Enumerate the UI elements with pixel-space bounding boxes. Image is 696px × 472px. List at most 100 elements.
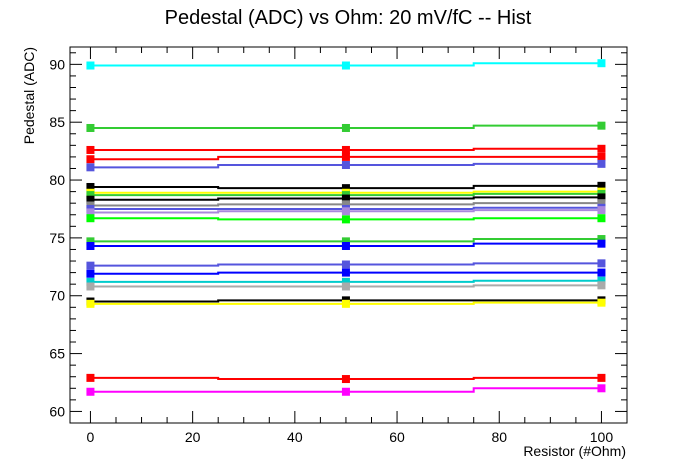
data-point xyxy=(341,299,350,308)
y-tick-label: 65 xyxy=(49,346,65,362)
data-point xyxy=(597,193,606,202)
data-point xyxy=(86,237,95,246)
data-point xyxy=(86,261,95,270)
y-tick-label: 70 xyxy=(49,288,65,304)
series-23 xyxy=(86,384,606,396)
series-line xyxy=(90,62,602,67)
series-1 xyxy=(86,59,606,70)
x-tick-label: 40 xyxy=(287,429,303,445)
x-tick-label: 60 xyxy=(389,429,405,445)
series-17 xyxy=(86,268,606,278)
data-point xyxy=(597,206,606,215)
data-point xyxy=(597,199,606,208)
series-5 xyxy=(86,159,606,172)
data-point xyxy=(86,182,95,191)
series-line xyxy=(90,301,602,305)
data-point xyxy=(597,384,606,393)
series-14 xyxy=(86,235,606,246)
data-point xyxy=(597,276,606,285)
data-point xyxy=(86,191,95,200)
series-line xyxy=(90,238,602,243)
data-point xyxy=(597,281,606,290)
data-point xyxy=(341,152,350,161)
data-point xyxy=(341,123,350,132)
chart-title: Pedestal (ADC) vs Ohm: 20 mV/fC -- Hist xyxy=(165,7,532,29)
series-line xyxy=(90,299,602,303)
series-12 xyxy=(86,206,606,217)
series-line xyxy=(90,206,602,210)
data-point xyxy=(597,298,606,307)
data-point xyxy=(86,373,95,382)
series-22 xyxy=(86,373,606,384)
data-point xyxy=(597,121,606,130)
y-tick-label: 60 xyxy=(49,403,65,419)
data-point xyxy=(597,181,606,190)
data-point xyxy=(86,277,95,286)
y-tick-label: 85 xyxy=(49,114,65,130)
data-point xyxy=(341,387,350,396)
series-line xyxy=(90,284,602,288)
series-18 xyxy=(86,276,606,286)
data-point xyxy=(341,184,350,193)
data-point xyxy=(341,237,350,246)
data-point xyxy=(341,282,350,291)
data-point xyxy=(597,259,606,268)
data-point xyxy=(597,59,606,68)
data-point xyxy=(597,268,606,277)
series-line xyxy=(90,387,602,393)
x-tick-label: 80 xyxy=(491,429,507,445)
series-line xyxy=(90,271,602,275)
data-point xyxy=(341,241,350,250)
data-point xyxy=(86,208,95,217)
series-15 xyxy=(86,239,606,250)
data-point xyxy=(86,241,95,250)
x-tick-label: 100 xyxy=(590,429,614,445)
series-4 xyxy=(86,152,606,164)
data-point xyxy=(86,214,95,223)
series-16 xyxy=(86,259,606,270)
series-2 xyxy=(86,121,606,132)
series-19 xyxy=(86,281,606,291)
plot-frame xyxy=(69,46,628,424)
series-21 xyxy=(86,298,606,308)
data-point xyxy=(86,145,95,154)
x-tick-label: 0 xyxy=(87,429,95,445)
series-6 xyxy=(86,181,606,193)
data-point xyxy=(341,277,350,286)
data-point xyxy=(86,195,95,204)
series-line xyxy=(90,155,602,161)
data-point xyxy=(341,145,350,154)
y-tick-label: 75 xyxy=(49,230,65,246)
data-point xyxy=(597,235,606,244)
data-point xyxy=(341,194,350,203)
x-axis-label: Resistor (#Ohm) xyxy=(523,443,626,459)
data-point xyxy=(341,161,350,170)
y-axis-label: Pedestal (ADC) xyxy=(21,47,37,144)
data-point xyxy=(86,123,95,132)
series-line xyxy=(90,192,602,197)
series-9 xyxy=(86,193,606,204)
series-line xyxy=(90,190,602,194)
data-point xyxy=(86,282,95,291)
data-point xyxy=(341,215,350,224)
y-axis: 60 65 70 75 80 85 90 xyxy=(49,52,627,424)
data-point xyxy=(597,152,606,161)
data-point xyxy=(86,299,95,308)
series-line xyxy=(90,279,602,283)
data-point xyxy=(597,373,606,382)
data-point xyxy=(597,159,606,168)
data-point xyxy=(86,163,95,172)
series-line xyxy=(90,147,602,151)
data-point xyxy=(597,214,606,223)
data-point xyxy=(341,61,350,70)
y-tick-label: 80 xyxy=(49,172,65,188)
data-point xyxy=(86,387,95,396)
series-layer xyxy=(86,59,606,396)
data-point xyxy=(597,239,606,248)
series-3 xyxy=(86,144,606,154)
y-tick-label: 90 xyxy=(49,56,65,72)
series-line xyxy=(90,242,602,247)
data-point xyxy=(341,375,350,384)
data-point xyxy=(341,260,350,269)
